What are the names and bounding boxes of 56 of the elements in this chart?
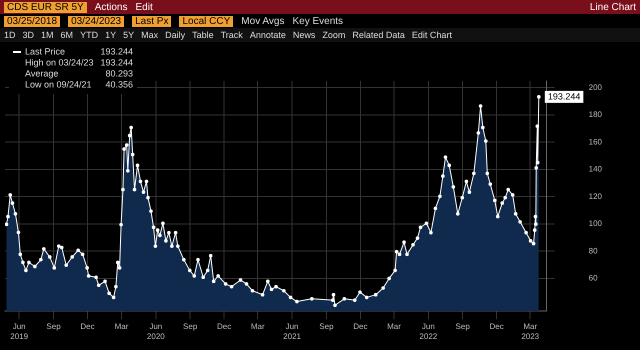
text: 03/24/2023 <box>68 16 124 26</box>
x-tick-label: Mar <box>387 322 402 332</box>
x-tick-label: Jun 2019 <box>10 322 29 341</box>
text: Actions <box>94 2 128 12</box>
legend-label: Last Price <box>25 46 66 56</box>
text: 6M <box>60 30 74 40</box>
x-tick-label: Mar <box>114 322 129 332</box>
text: Track <box>220 30 243 40</box>
x-tick-label: Sep <box>183 322 198 332</box>
x-tick-label: Dec <box>490 322 504 332</box>
text: 1D <box>4 30 16 40</box>
text: 193.244 <box>100 46 133 56</box>
x-tick-label: Sep <box>456 322 470 332</box>
text: Daily <box>165 30 186 40</box>
text: Low on 09/24/21 40.356 <box>25 79 133 90</box>
x-tick-label: Dec <box>217 322 232 332</box>
y-tick-label: 160 <box>588 137 603 146</box>
x-tick-label: Mar 2023 <box>521 322 540 341</box>
x-tick-label: Sep <box>319 322 334 332</box>
text: Related Data <box>352 30 405 40</box>
x-tick-label: Mar <box>250 322 265 332</box>
text: Max <box>141 30 158 40</box>
y-tick-label: 80 <box>588 246 598 256</box>
text: Local CCY <box>179 16 234 26</box>
text: Last Px <box>132 16 172 26</box>
annotation: 193.244 <box>548 91 580 102</box>
text: 3D <box>22 30 34 40</box>
text: High on 03/24/23 193.244 <box>25 57 133 68</box>
text: 1M <box>41 30 54 40</box>
text: Average 80.293 <box>25 68 133 78</box>
chart-title: CDS EUR SR 5Y <box>4 2 87 12</box>
x-tick-label: Jun 2022 <box>419 322 438 341</box>
y-tick-label: 60 <box>588 274 598 283</box>
x-tick-label: Jun 2020 <box>146 322 166 341</box>
x-tick-label: Dec <box>353 322 368 332</box>
text: Mov Avgs <box>241 16 284 26</box>
text: 03/25/2018 <box>4 16 60 26</box>
text: 1Y <box>105 30 116 40</box>
x-tick-label: Jun 2021 <box>283 322 302 341</box>
text: Zoom <box>322 30 346 40</box>
y-tick-label: 140 <box>588 164 603 174</box>
text: Edit Chart <box>412 30 452 40</box>
text: 5Y <box>123 30 134 40</box>
text: Key Events <box>292 16 344 26</box>
text: Edit <box>135 2 153 12</box>
y-tick-label: 100 <box>588 219 603 228</box>
text: Annotate <box>250 30 286 40</box>
text: Line Chart <box>590 2 636 12</box>
x-tick-label: Sep <box>46 322 62 332</box>
text: YTD <box>80 30 98 40</box>
y-tick-label: 200 <box>588 82 603 92</box>
y-tick-label: 120 <box>588 192 603 201</box>
y-tick-label: 180 <box>588 110 603 120</box>
text: News <box>292 30 316 40</box>
x-tick-label: Dec <box>80 322 95 332</box>
text: Table <box>192 30 214 40</box>
